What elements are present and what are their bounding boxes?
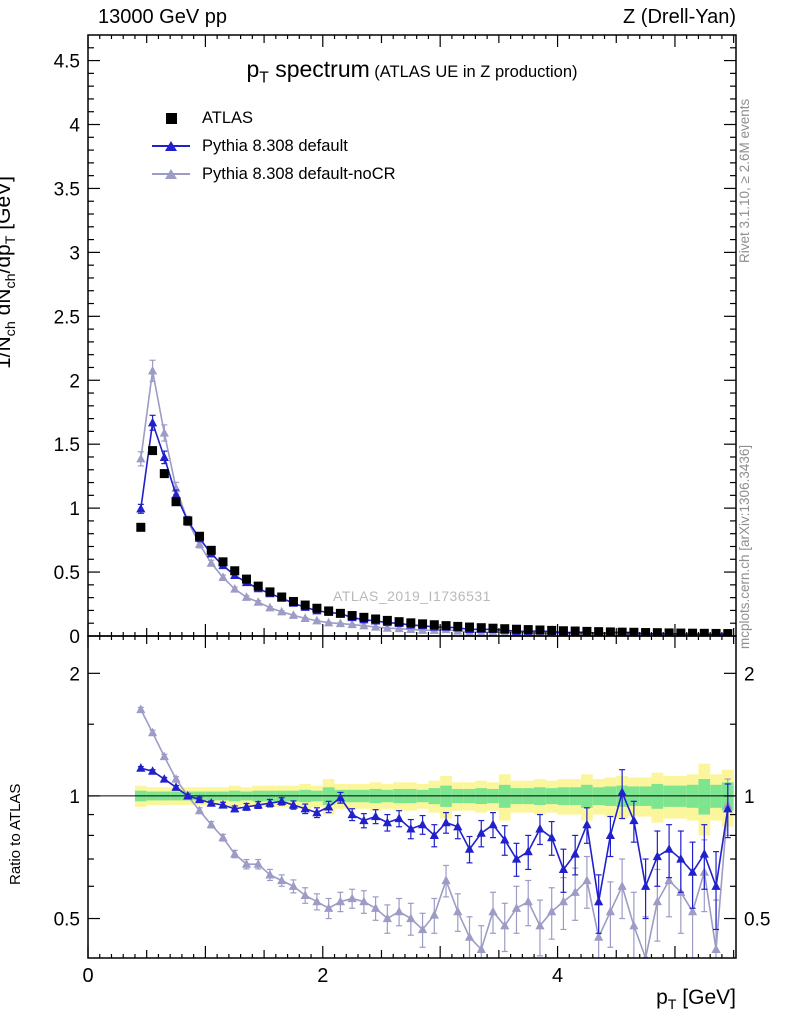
tick-label: 0 [82, 965, 93, 987]
legend-label: Pythia 8.308 default [202, 136, 348, 155]
tick-label: 3.5 [54, 179, 80, 200]
tick-label: 2 [69, 664, 80, 685]
analysis-id-watermark: ATLAS_2019_I1736531 [333, 588, 491, 604]
legend-label: Pythia 8.308 default-noCR [202, 164, 396, 183]
tick-label: 0.5 [54, 563, 80, 584]
legend-item-atlas: ATLAS [148, 104, 396, 132]
process-label: Z (Drell-Yan) [623, 6, 736, 28]
ratio-series [136, 704, 733, 958]
main-panel [136, 359, 733, 636]
tick-label: 0 [69, 627, 80, 648]
tick-label: 0.5 [54, 910, 80, 931]
ratio-panel [88, 704, 736, 958]
beam-energy-label: 13000 GeV pp [98, 6, 227, 28]
tick-label: 4 [552, 965, 563, 987]
rivet-version-note: Rivet 3.1.10, ≥ 2.6M events [737, 98, 752, 263]
main-series [136, 414, 732, 636]
plot-title: pT spectrum [246, 56, 370, 87]
plot-title-block: pT spectrum (ATLAS UE in Z production) [88, 56, 736, 87]
tick-label: 0.5 [744, 910, 770, 931]
triangle-marker-icon [148, 169, 194, 179]
x-axis-label: pT [GeV] [656, 986, 736, 1014]
ratio-frame [87, 635, 737, 959]
ratio-y-axis-label: Ratio to ATLAS [7, 783, 24, 885]
tick-label: 1.5 [54, 435, 80, 456]
tick-label: 2 [317, 965, 328, 987]
tick-label: 2.5 [54, 307, 80, 328]
triangle-marker-icon [148, 141, 194, 151]
tick-label: 4 [69, 116, 80, 137]
tick-label: 1 [69, 499, 80, 520]
tick-label: 2 [744, 664, 755, 685]
tick-label: 4.5 [54, 52, 80, 73]
mcplots-citation-note: mcplots.cern.ch [arXiv:1306.3436] [737, 444, 752, 649]
legend-item-pythia-default: Pythia 8.308 default [148, 132, 396, 160]
ratio-series [136, 763, 733, 934]
atlas-data-series [136, 446, 733, 636]
legend: ATLAS Pythia 8.308 default Pythia 8.308 … [148, 104, 396, 188]
green-uncertainty-band [698, 779, 711, 815]
tick-label: 1 [69, 787, 80, 808]
square-marker-icon [148, 112, 194, 124]
plot-subtitle: (ATLAS UE in Z production) [374, 63, 578, 81]
tick-label: 3 [69, 243, 80, 264]
legend-label: ATLAS [202, 108, 254, 127]
tick-label: 2 [69, 371, 80, 392]
tick-label: 1 [744, 787, 755, 808]
main-y-axis-label: 1/Nch dNch/dpT [GeV] [0, 176, 20, 369]
legend-item-pythia-nocr: Pythia 8.308 default-noCR [148, 160, 396, 188]
